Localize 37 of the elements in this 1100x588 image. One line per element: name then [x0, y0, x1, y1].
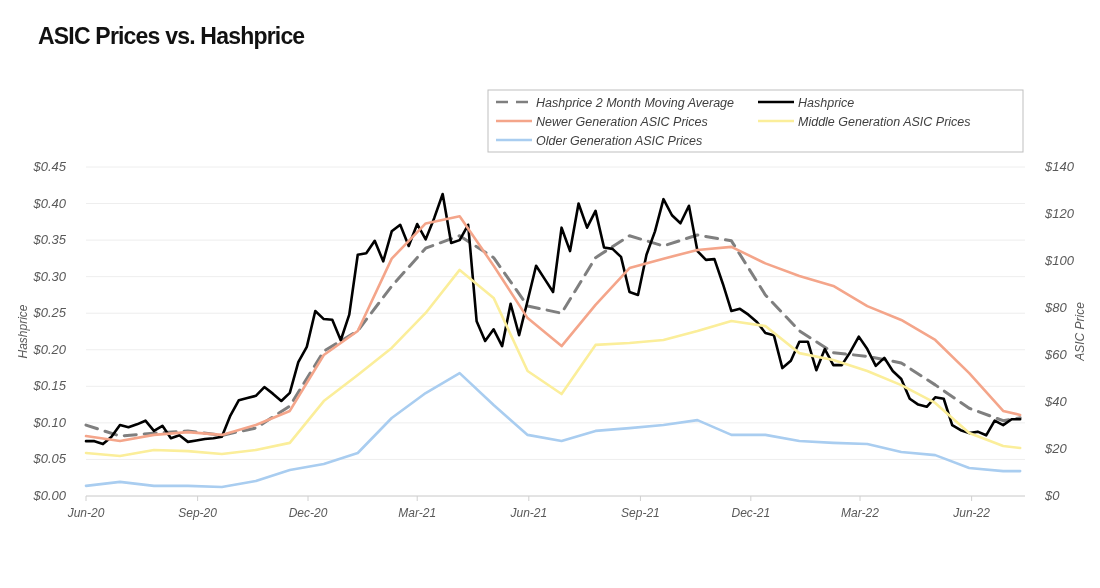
y-tick-label: $0.10 — [32, 414, 67, 430]
y-tick-label: $0.05 — [32, 451, 67, 467]
legend-label: Older Generation ASIC Prices — [536, 133, 703, 148]
y2-tick-label: $140 — [1044, 159, 1075, 174]
legend-label: Middle Generation ASIC Prices — [798, 114, 971, 129]
y-tick-label: $0.35 — [32, 232, 67, 248]
y-tick-label: $0.40 — [32, 195, 67, 211]
x-tick-label: Sep-21 — [621, 506, 660, 520]
y-tick-label: $0.45 — [32, 159, 67, 174]
line-series — [84, 371, 1022, 489]
x-tick-label: Mar-22 — [841, 506, 880, 520]
y2-tick-label: $120 — [1044, 206, 1075, 221]
y-axis-title: Hashprice — [16, 304, 30, 359]
y2-tick-label: $80 — [1044, 300, 1068, 315]
x-tick-label: Jun-22 — [952, 506, 991, 520]
x-tick-label: Mar-21 — [398, 506, 437, 520]
legend-label: Newer Generation ASIC Prices — [536, 114, 708, 129]
y2-axis-title: ASIC Price — [1073, 301, 1087, 362]
y2-tick-label: $40 — [1044, 394, 1068, 409]
line-series — [84, 268, 1022, 458]
x-tick-label: Jun-20 — [66, 506, 105, 520]
x-tick-label: Sep-20 — [178, 506, 218, 520]
y2-tick-label: $20 — [1044, 441, 1068, 456]
y-tick-label: $0.30 — [32, 268, 67, 284]
y2-tick-label: $60 — [1044, 347, 1068, 362]
chart-title: ASIC Prices vs. Hashprice — [38, 23, 305, 49]
legend-label: Hashprice 2 Month Moving Average — [536, 95, 735, 110]
y2-tick-label: $100 — [1044, 253, 1075, 268]
y-tick-label: $0.15 — [32, 378, 67, 394]
y2-tick-label: $0 — [1044, 488, 1061, 503]
x-tick-label: Dec-20 — [288, 506, 328, 520]
x-tick-label: Dec-21 — [731, 506, 771, 520]
legend-label: Hashprice — [798, 95, 855, 110]
y-tick-label: $0.25 — [32, 305, 67, 321]
x-tick-label: Jun-21 — [509, 506, 548, 520]
y-tick-label: $0.20 — [32, 341, 67, 357]
y-tick-label: $0.00 — [32, 488, 67, 503]
